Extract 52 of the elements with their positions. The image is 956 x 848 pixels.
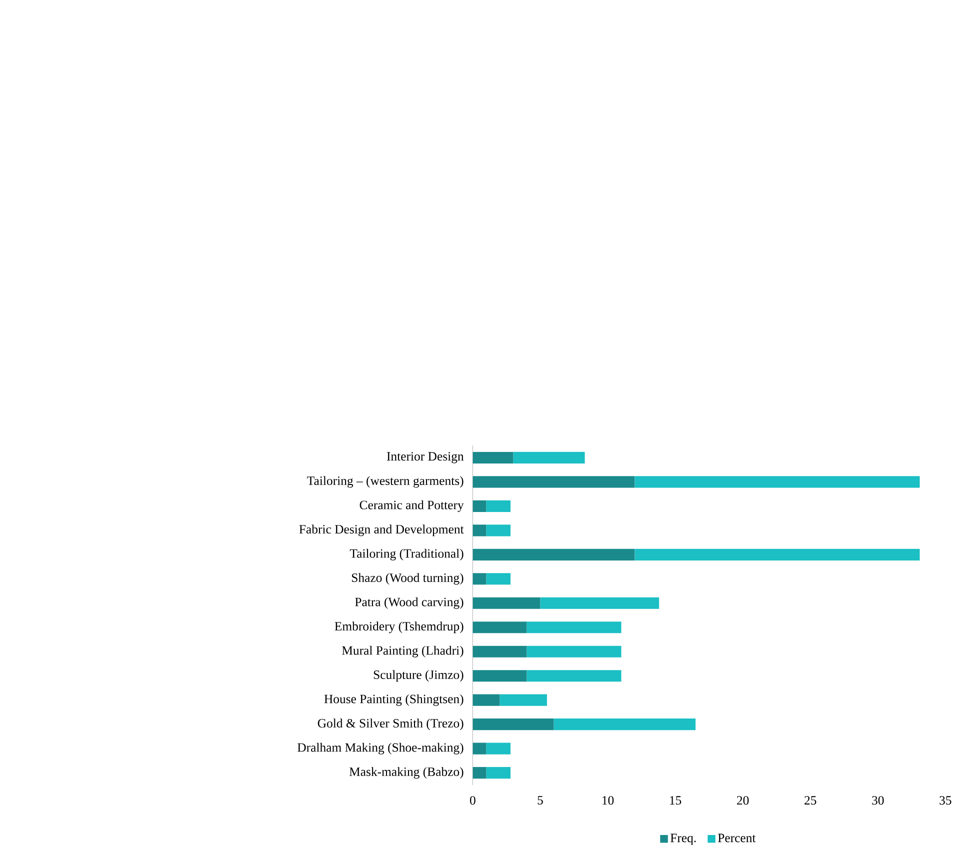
x-tick-label: 25 (804, 796, 816, 804)
y-tick-label: Ceramic and Pottery (360, 500, 464, 512)
x-tick-label: 35 (940, 796, 952, 804)
y-tick-label: Tailoring (Traditional) (350, 548, 464, 560)
bar (472, 670, 527, 682)
y-tick-label: Mural Painting (Lhadri) (342, 646, 464, 658)
y-tick-label: Tailoring – (western garments) (307, 476, 464, 488)
bar (526, 670, 622, 682)
bar (540, 597, 660, 609)
y-tick-label: Gold & Silver Smith (Trezo) (318, 718, 464, 730)
bar (500, 694, 547, 706)
bar (513, 452, 585, 464)
x-tick-label: 0 (470, 796, 476, 804)
bar (472, 694, 500, 706)
bar (472, 476, 635, 488)
y-tick-label: Mask-making (Babzo) (349, 766, 464, 778)
bar (486, 742, 511, 754)
legend-label: Percent (718, 834, 756, 842)
bar (472, 766, 486, 778)
bar (486, 500, 511, 512)
bar (554, 718, 696, 730)
y-tick-label: Fabric Design and Development (299, 524, 464, 536)
x-tick-label: 15 (670, 796, 682, 804)
bar (472, 646, 527, 658)
bar (486, 572, 511, 584)
bar (472, 621, 527, 633)
y-tick-label: Sculpture (Jimzo) (374, 670, 464, 682)
bar (472, 452, 514, 464)
y-tick-label: Interior Design (386, 452, 464, 464)
y-tick-label: Embroidery (Tshemdrup) (334, 621, 464, 633)
bar (634, 476, 920, 488)
bar (486, 524, 511, 536)
bar (526, 646, 622, 658)
bar (472, 718, 554, 730)
bar (472, 524, 486, 536)
legend-label: Freq. (670, 834, 696, 845)
x-tick-label: 30 (872, 796, 884, 804)
x-tick-label: 10 (602, 796, 614, 804)
x-tick-label: 5 (538, 796, 543, 804)
y-tick-label: Patra (Wood carving) (355, 597, 464, 609)
y-tick-label: House Painting (Shingtsen) (324, 694, 464, 706)
bar (634, 548, 920, 560)
bar (486, 766, 511, 778)
bar (472, 548, 635, 560)
bar (472, 500, 486, 512)
bar (472, 742, 486, 754)
bar (526, 621, 622, 633)
bar (472, 597, 540, 609)
y-tick-label: Shazo (Wood turning) (352, 572, 464, 584)
bar (472, 572, 486, 584)
y-tick-label: Dralham Making (Shoe-making) (298, 742, 464, 754)
x-tick-label: 20 (737, 796, 749, 804)
